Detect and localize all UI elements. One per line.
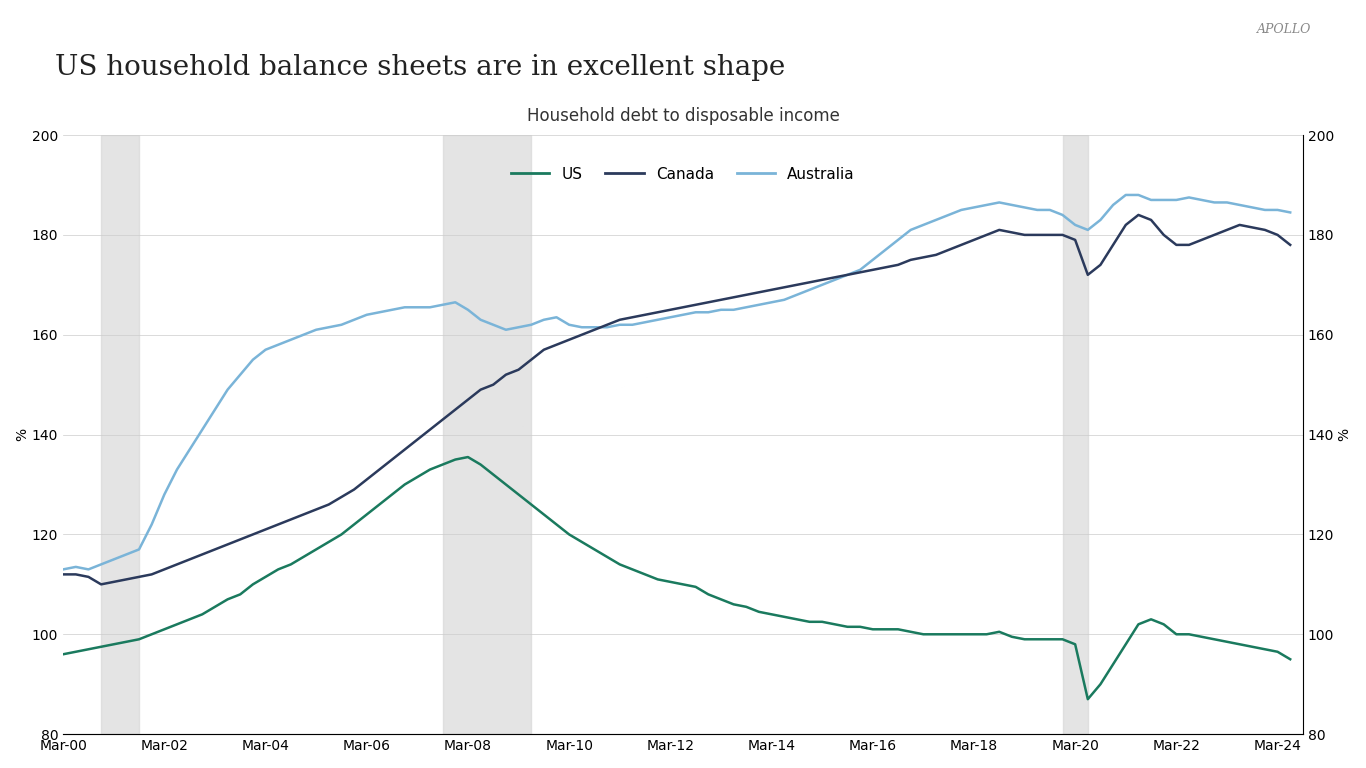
Bar [1063,135,1087,734]
Text: APOLLO: APOLLO [1257,23,1311,36]
Y-axis label: %: % [15,428,29,441]
Bar [443,135,531,734]
Legend: US, Canada, Australia: US, Canada, Australia [505,161,861,188]
Text: US household balance sheets are in excellent shape: US household balance sheets are in excel… [55,54,785,81]
Title: Household debt to disposable income: Household debt to disposable income [526,108,840,125]
Bar [101,135,139,734]
Y-axis label: %: % [1337,428,1351,441]
